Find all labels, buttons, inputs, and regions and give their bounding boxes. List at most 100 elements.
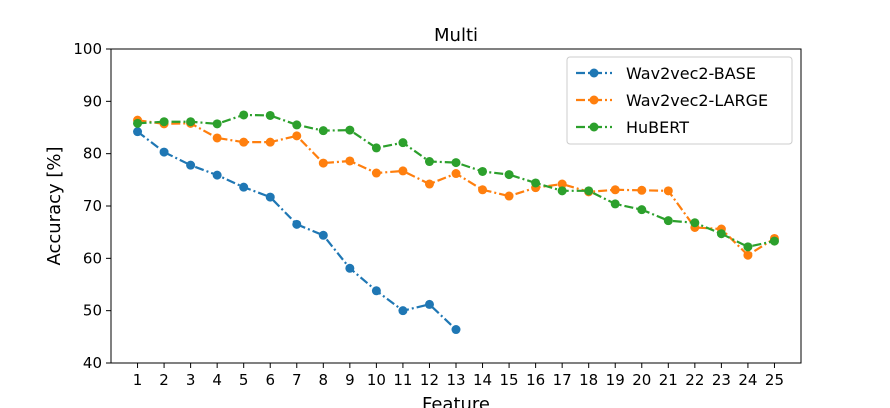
data-point (478, 185, 488, 195)
data-point (159, 147, 169, 157)
chart-title: Multi (434, 25, 478, 46)
y-axis-title: Accuracy [%] (44, 146, 65, 265)
data-point (292, 219, 302, 229)
data-point (398, 306, 408, 316)
data-point (133, 127, 143, 137)
data-point (743, 250, 753, 260)
data-point (212, 119, 222, 129)
x-tick-label: 25 (765, 371, 784, 389)
y-axis: 40 50 60 70 80 90 100 (73, 40, 111, 372)
data-point (424, 179, 434, 189)
x-tick-label: 3 (186, 371, 196, 389)
data-point (265, 110, 275, 120)
data-point (743, 242, 753, 252)
data-point (292, 120, 302, 130)
x-axis: 1 2 3 4 5 6 7 8 9 10 11 12 13 14 15 16 17 18 19 20 21 22 23 24 2… (133, 363, 784, 389)
data-point (398, 138, 408, 148)
data-point (239, 110, 249, 120)
data-point (212, 170, 222, 180)
x-tick-label: 24 (738, 371, 757, 389)
data-point (318, 230, 328, 240)
x-tick-label: 9 (345, 371, 355, 389)
data-point (716, 229, 726, 239)
data-point (345, 125, 355, 135)
x-tick-label: 1 (133, 371, 143, 389)
data-point (345, 263, 355, 273)
data-point (398, 166, 408, 176)
x-tick-label: 21 (659, 371, 678, 389)
data-point (663, 216, 673, 226)
data-point (637, 205, 647, 215)
legend: Wav2vec2-BASE Wav2vec2-LARGE HuBERT (566, 56, 793, 145)
data-point (690, 218, 700, 228)
x-tick-label: 14 (473, 371, 492, 389)
data-point (663, 186, 673, 196)
data-point (159, 117, 169, 127)
plot-area (133, 110, 779, 335)
data-point (371, 168, 381, 178)
legend-item: Wav2vec2-LARGE (576, 91, 768, 110)
data-point (610, 185, 620, 195)
x-tick-label: 20 (632, 371, 651, 389)
data-point (557, 186, 567, 196)
data-point (318, 158, 328, 168)
x-tick-label: 23 (712, 371, 731, 389)
x-tick-label: 13 (446, 371, 465, 389)
data-point (265, 192, 275, 202)
data-point (637, 185, 647, 195)
series-hubert (133, 110, 779, 252)
data-point (504, 170, 514, 180)
legend-label: HuBERT (626, 118, 689, 137)
data-point (239, 182, 249, 192)
y-tick-label: 90 (83, 92, 102, 110)
x-tick-label: 16 (526, 371, 545, 389)
data-point (557, 179, 567, 189)
data-point (186, 117, 196, 127)
legend-marker (589, 95, 599, 105)
data-point (478, 166, 488, 176)
data-point (292, 131, 302, 141)
data-point (424, 157, 434, 167)
data-point (371, 286, 381, 296)
data-point (769, 236, 779, 246)
x-tick-label: 11 (393, 371, 412, 389)
data-point (451, 325, 461, 335)
x-tick-label: 12 (420, 371, 439, 389)
data-point (318, 126, 328, 136)
data-point (504, 191, 514, 201)
y-tick-label: 100 (73, 40, 102, 58)
x-tick-label: 4 (212, 371, 222, 389)
data-point (133, 118, 143, 128)
data-point (371, 143, 381, 153)
data-point (186, 160, 196, 170)
x-tick-label: 5 (239, 371, 249, 389)
data-point (451, 169, 461, 179)
x-tick-label: 19 (606, 371, 625, 389)
legend-frame (566, 56, 793, 145)
y-tick-label: 80 (83, 145, 102, 163)
data-point (610, 199, 620, 209)
legend-item: HuBERT (576, 118, 689, 137)
data-point (239, 137, 249, 147)
legend-item: Wav2vec2-BASE (576, 64, 756, 83)
x-tick-label: 2 (159, 371, 169, 389)
x-tick-label: 15 (500, 371, 519, 389)
y-tick-label: 60 (83, 249, 102, 267)
y-tick-label: 50 (83, 302, 102, 320)
data-point (212, 133, 222, 143)
y-tick-label: 70 (83, 197, 102, 215)
x-tick-label: 10 (367, 371, 386, 389)
x-tick-label: 8 (319, 371, 329, 389)
y-tick-label: 40 (83, 354, 102, 372)
legend-marker (589, 122, 599, 132)
x-tick-label: 7 (292, 371, 302, 389)
x-tick-label: 22 (685, 371, 704, 389)
series-wav2vec2-base (133, 127, 461, 335)
x-axis-title: Feature (422, 394, 490, 408)
legend-label: Wav2vec2-BASE (626, 64, 756, 83)
data-point (584, 186, 594, 196)
data-point (451, 158, 461, 168)
data-point (265, 137, 275, 147)
data-point (531, 178, 541, 188)
